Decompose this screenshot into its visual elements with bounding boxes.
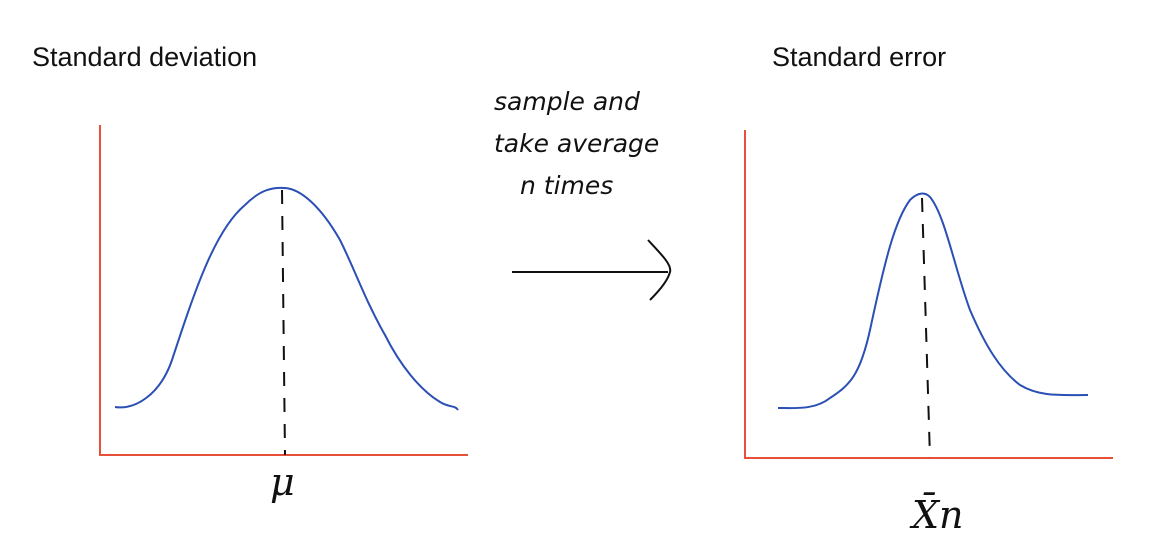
right-mean-line — [921, 197, 931, 459]
right-axes — [744, 130, 1113, 459]
arrow-text: sample and — [494, 87, 640, 116]
right-title: Standard error — [772, 42, 946, 72]
arrow — [512, 239, 672, 301]
right-curve — [777, 192, 1089, 410]
left-axes — [99, 125, 468, 456]
right-label: X̄n — [909, 493, 964, 537]
arrow-text: n times — [520, 171, 613, 200]
left-mean-line — [281, 189, 286, 456]
left-curve — [114, 186, 459, 411]
arrow-text: take average — [494, 129, 659, 158]
left-title: Standard deviation — [32, 42, 257, 72]
left-label: μ — [270, 460, 295, 504]
